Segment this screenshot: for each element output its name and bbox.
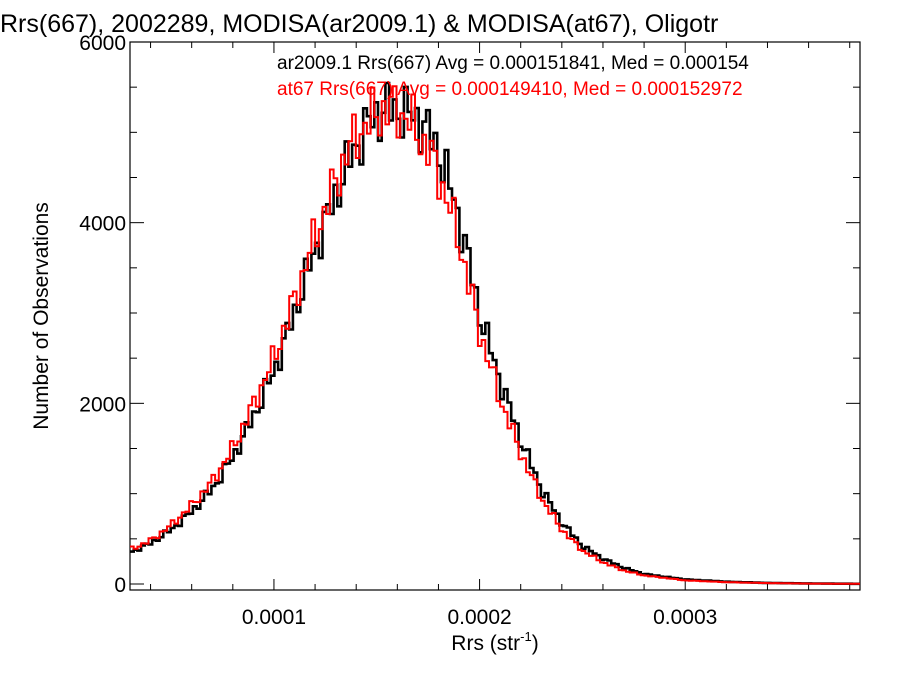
x-axis-label-end: ) — [532, 632, 539, 655]
y-tick-label: 2000 — [79, 393, 126, 416]
x-axis-label-superscript: -1 — [520, 629, 532, 644]
series-group — [130, 81, 860, 586]
x-tick-label: 0.0002 — [447, 606, 511, 629]
legend: ar2009.1 Rrs(667) Avg = 0.000151841, Med… — [277, 53, 749, 100]
plot-frame — [129, 41, 861, 591]
x-axis-label-main: Rrs (str — [451, 632, 520, 655]
legend-entry: at67 Rrs(667) Avg = 0.000149410, Med = 0… — [277, 79, 743, 100]
series-line-at67 — [130, 85, 860, 585]
legend-entry: ar2009.1 Rrs(667) Avg = 0.000151841, Med… — [277, 53, 749, 74]
x-tick-label: 0.0001 — [242, 606, 306, 629]
x-tick-label: 0.0003 — [653, 606, 717, 629]
axis-ticks — [130, 41, 860, 590]
y-tick-label: 4000 — [79, 213, 126, 236]
y-axis-label: Number of Observations — [30, 202, 53, 430]
chart-title: Rrs(667), 2002289, MODISA(ar2009.1) & MO… — [0, 10, 718, 38]
series-line-ar2009.1 — [130, 81, 860, 586]
y-tick-label: 6000 — [79, 32, 126, 55]
axis-tick-labels: 0.0001 0.0002 0.0003 0 2000 4000 6000 — [79, 32, 717, 629]
y-tick-label: 0 — [114, 574, 126, 597]
x-axis-label: Rrs (str-1) — [451, 629, 538, 655]
